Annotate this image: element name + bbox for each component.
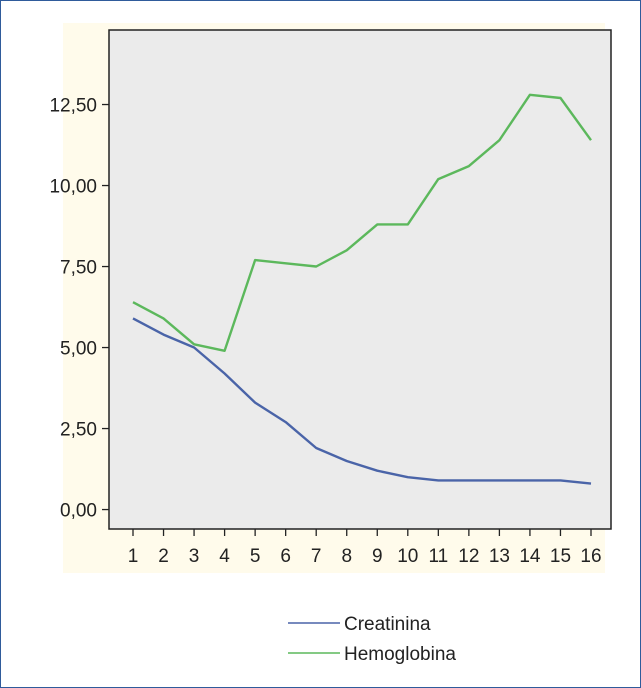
y-tick-label: 10,00 xyxy=(49,177,97,198)
legend-item-hemoglobina: Hemoglobina xyxy=(288,644,456,665)
x-tick-label: 5 xyxy=(250,546,261,567)
x-tick-label: 16 xyxy=(580,546,601,567)
x-tick-label: 11 xyxy=(428,546,448,567)
series-line-creatinina xyxy=(132,317,592,485)
legend-item-creatinina: Creatinina xyxy=(288,614,431,635)
legend-label: Hemoglobina xyxy=(344,644,456,665)
y-tick-label: 2,50 xyxy=(60,420,97,441)
x-tick-label: 12 xyxy=(458,546,479,567)
x-tick-label: 9 xyxy=(372,546,383,567)
series-layer xyxy=(132,93,592,485)
x-tick-label: 8 xyxy=(341,546,352,567)
x-tick-label: 1 xyxy=(128,546,139,567)
x-axis: 1 2 3 4 5 6 7 8 9 10 11 12 13 14 15 16 xyxy=(128,529,602,567)
series-line-hemoglobina xyxy=(132,93,592,352)
plot-area xyxy=(108,29,612,530)
y-tick-label: 7,50 xyxy=(60,258,97,279)
x-tick-label: 13 xyxy=(489,546,510,567)
x-tick-label: 15 xyxy=(550,546,571,567)
y-tick-label: 5,00 xyxy=(60,339,97,360)
x-tick-label: 6 xyxy=(280,546,291,567)
legend: Creatinina Hemoglobina xyxy=(288,614,456,665)
y-axis: 0,00 2,50 5,00 7,50 10,00 12,50 xyxy=(49,96,109,522)
y-tick-label: 12,50 xyxy=(49,96,97,117)
x-tick-label: 3 xyxy=(189,546,200,567)
legend-label: Creatinina xyxy=(344,614,431,635)
x-tick-label: 14 xyxy=(519,546,541,567)
y-tick-label: 0,00 xyxy=(60,501,97,522)
x-tick-label: 10 xyxy=(397,546,418,567)
x-tick-label: 7 xyxy=(311,546,322,567)
x-tick-label: 4 xyxy=(219,546,230,567)
x-tick-label: 2 xyxy=(158,546,169,567)
